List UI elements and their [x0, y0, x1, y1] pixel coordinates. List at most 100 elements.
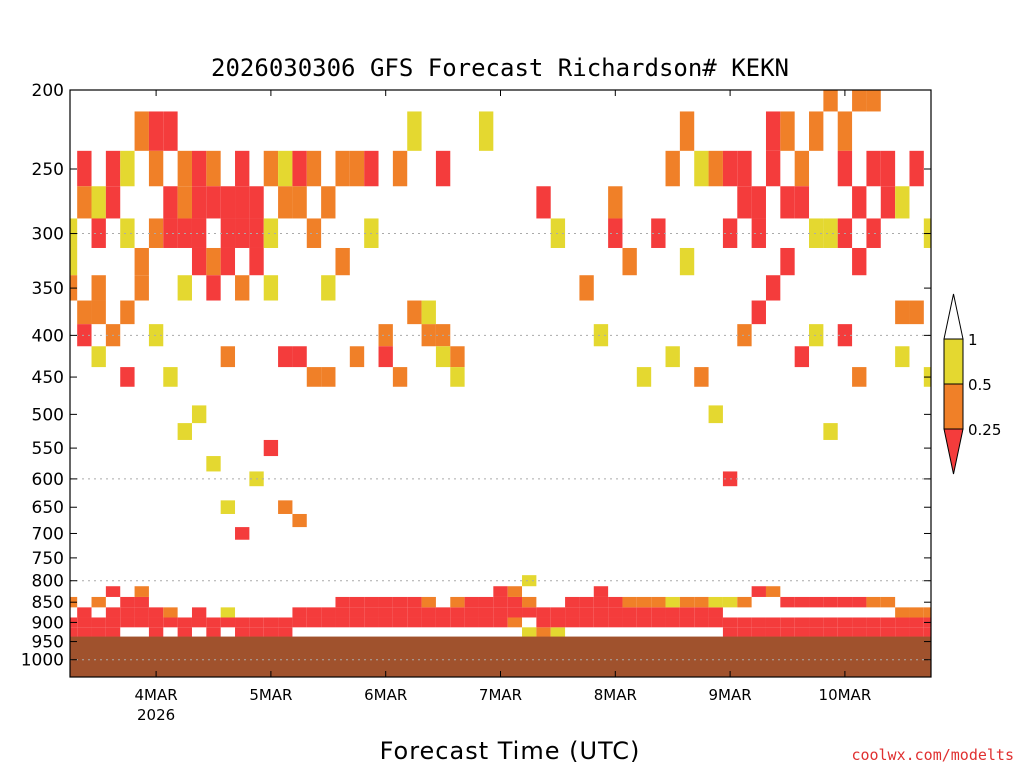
heatmap-cell [134, 111, 149, 151]
heatmap-cell [450, 346, 465, 368]
heatmap-cell [636, 367, 652, 387]
heatmap-cell [722, 617, 738, 628]
heatmap-cell [909, 607, 924, 618]
heatmap-cell [77, 627, 92, 637]
heatmap-cell [679, 596, 695, 608]
heatmap-cell [722, 627, 738, 637]
y-tick-label: 600 [32, 470, 64, 490]
heatmap-cell [335, 607, 350, 618]
heatmap-cell [765, 617, 781, 628]
heatmap-cell [493, 607, 508, 618]
heatmap-cell [349, 596, 365, 608]
legend-label: 0.25 [968, 421, 1001, 439]
heatmap-cell [550, 617, 566, 628]
heatmap-cell [880, 150, 896, 187]
heatmap-cell [105, 586, 121, 597]
heatmap-cell [751, 617, 766, 628]
heatmap-cell [478, 607, 494, 618]
heatmap-cell [91, 300, 106, 325]
heatmap-cell [780, 617, 795, 628]
heatmap-cell [450, 367, 465, 387]
heatmap-cell [550, 607, 566, 618]
heatmap-cell [278, 500, 293, 514]
heatmap-cell [148, 627, 164, 637]
legend-band-lt0.25 [943, 428, 964, 475]
heatmap-cell [148, 218, 164, 248]
heatmap-cell [823, 90, 838, 112]
heatmap-cell [335, 596, 350, 608]
heatmap-cell [737, 150, 752, 187]
heatmap-cell [220, 186, 236, 219]
heatmap-cell [880, 186, 896, 219]
y-tick-label: 950 [32, 633, 64, 653]
heatmap-cell [923, 607, 931, 618]
heatmap-cell [177, 150, 192, 187]
credit-text: coolwx.com/modelts [851, 746, 1014, 764]
y-tick-label: 750 [32, 549, 64, 569]
heatmap-cell [206, 247, 221, 276]
heatmap-cell [751, 300, 766, 325]
heatmap-cell [220, 500, 236, 514]
heatmap-cell [722, 150, 738, 187]
heatmap-cell [608, 617, 623, 628]
heatmap-cell [220, 346, 236, 368]
heatmap-cell [809, 218, 824, 248]
heatmap-cell [120, 218, 135, 248]
heatmap-cell [636, 607, 652, 618]
heatmap-cell [579, 596, 594, 608]
heatmap-cell [780, 111, 795, 151]
heatmap-cell [321, 275, 336, 301]
heatmap-cell [837, 627, 853, 637]
heatmap-cell [378, 346, 393, 368]
heatmap-cell [478, 617, 494, 628]
heatmap-cell [708, 617, 723, 628]
heatmap-cell [306, 617, 322, 628]
heatmap-cell [579, 607, 594, 618]
y-tick-label: 250 [32, 160, 64, 180]
heatmap-cell [765, 586, 781, 597]
heatmap-cell [91, 596, 106, 608]
heatmap-cell [306, 218, 322, 248]
x-tick-label: 7MAR [479, 686, 522, 704]
heatmap-cell [148, 150, 164, 187]
heatmap-cell [91, 275, 106, 301]
heatmap-cell [220, 247, 236, 276]
heatmap-cell [751, 218, 766, 248]
heatmap-cell [191, 405, 207, 424]
heatmap-cell [852, 186, 867, 219]
heatmap-cell [665, 617, 680, 628]
heatmap-cell [378, 596, 393, 608]
heatmap-cell [134, 596, 149, 608]
heatmap-cell [421, 596, 436, 608]
heatmap-cell [148, 607, 164, 618]
heatmap-cell [278, 617, 293, 628]
heatmap-cell [536, 186, 551, 219]
heatmap-cell [794, 150, 810, 187]
heatmap-cell [349, 617, 365, 628]
heatmap-cell [206, 617, 221, 628]
legend-band-gt1 [943, 293, 964, 340]
heatmap-cell [335, 150, 350, 187]
legend-label: 0.5 [968, 376, 992, 394]
heatmap-cell [751, 627, 766, 637]
heatmap-cell [306, 367, 322, 387]
heatmap-cell [292, 617, 307, 628]
heatmap-cells [70, 90, 931, 677]
heatmap-cell [694, 617, 709, 628]
x-tick-sublabel: 2026 [137, 706, 175, 724]
heatmap-cell [163, 617, 178, 628]
heatmap-cell [235, 627, 250, 637]
heatmap-cell [263, 275, 279, 301]
heatmap-cell [909, 627, 924, 637]
heatmap-cell [550, 627, 566, 637]
heatmap-cell [608, 607, 623, 618]
heatmap-cell [263, 627, 279, 637]
heatmap-cell [536, 617, 551, 628]
heatmap-cell [77, 300, 92, 325]
heatmap-cell [407, 300, 422, 325]
heatmap-cell [105, 617, 121, 628]
heatmap-cell [694, 367, 709, 387]
heatmap-cell [249, 617, 264, 628]
x-axis-label: Forecast Time (UTC) [380, 737, 641, 765]
heatmap-cell [77, 186, 92, 219]
